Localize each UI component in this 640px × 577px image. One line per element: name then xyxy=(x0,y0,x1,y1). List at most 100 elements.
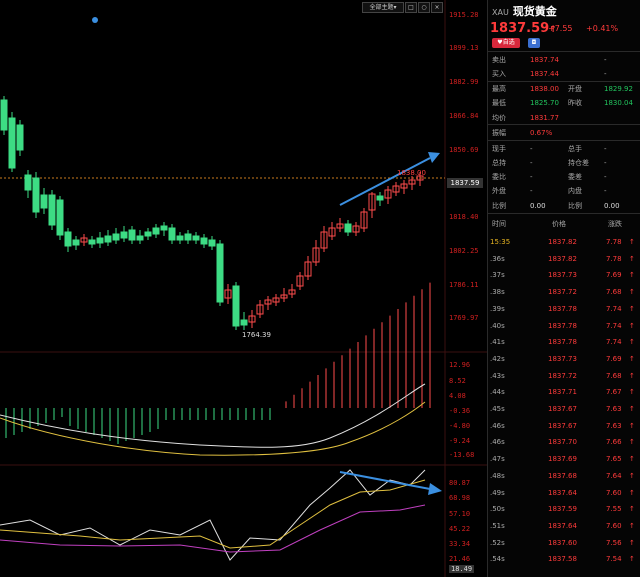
tick-change: 7.63 xyxy=(606,405,622,413)
up-arrow-icon: ↑ xyxy=(629,488,635,497)
tick-time: .46s xyxy=(490,438,505,447)
quote-value: 1838.00 xyxy=(530,85,559,93)
kdj-j-line xyxy=(0,504,426,553)
quote-value: 0.00 xyxy=(530,202,546,210)
quote-panel xyxy=(487,0,640,577)
price-axis-tick: 1802.25 xyxy=(449,247,479,255)
tick-change: 7.74 xyxy=(606,321,622,330)
candle-body xyxy=(88,239,96,245)
price-axis-tick: 1899.13 xyxy=(449,44,479,52)
up-arrow-icon: ↑ xyxy=(629,505,635,514)
kdj-axis-tick: 68.98 xyxy=(449,494,471,502)
candle-body xyxy=(336,223,344,229)
candle-body xyxy=(72,239,80,246)
tick-change: 7.69 xyxy=(606,354,622,363)
instrument-code: XAU xyxy=(492,8,509,17)
candle-body xyxy=(352,225,360,233)
tick-change: 7.55 xyxy=(606,505,622,514)
chart-area[interactable] xyxy=(0,0,487,577)
tick-time: .42s xyxy=(490,354,505,363)
theme-dropdown[interactable]: 全部主题▾ xyxy=(362,2,404,13)
tick-price: 1837.59 xyxy=(548,505,577,514)
quote-row: 振幅 0.67% xyxy=(490,126,638,140)
price-axis-tick: 1882.99 xyxy=(449,78,479,86)
instrument-name: 现货黄金 xyxy=(512,5,557,18)
last-price-value: 1837.59 xyxy=(490,21,550,36)
kdj-axis-tick: 33.34 xyxy=(449,540,471,548)
tick-price: 1837.58 xyxy=(548,555,577,564)
candle-body xyxy=(184,233,192,241)
price-axis-tick: 1769.97 xyxy=(449,314,479,322)
tick-row: .47s 1837.69 7.65 ↑ xyxy=(488,451,640,468)
quote-row: 最高 1838.00 开盘 1829.92 xyxy=(490,82,638,96)
up-arrow-icon: ↑ xyxy=(629,538,635,547)
tick-row: .38s 1837.72 7.68 ↑ xyxy=(488,284,640,301)
tick-row: .44s 1837.71 7.67 ↑ xyxy=(488,384,640,401)
tick-time: .46s xyxy=(490,421,505,430)
up-arrow-icon: ↑ xyxy=(629,521,635,530)
candlestick-chart[interactable] xyxy=(0,0,487,577)
close-button[interactable]: × xyxy=(431,2,443,13)
quote-row: 现手 - 总手 - xyxy=(490,142,638,156)
window-restore-button[interactable]: □ xyxy=(405,2,417,13)
candle-body xyxy=(360,211,368,229)
candle-body xyxy=(208,239,216,247)
alert-button[interactable]: ◘ xyxy=(528,38,540,48)
add-favorite-button[interactable]: ♥自选 xyxy=(492,38,520,48)
quote-value: 1830.04 xyxy=(604,99,633,107)
candle-body xyxy=(40,194,48,209)
candle-body xyxy=(400,183,408,189)
trend-arrow-head xyxy=(428,152,440,163)
candle-body xyxy=(104,235,112,243)
candle-body xyxy=(0,99,8,131)
quote-row: 委比 - 委差 - xyxy=(490,170,638,184)
tick-row: .50s 1837.59 7.55 ↑ xyxy=(488,501,640,518)
tick-price: 1837.73 xyxy=(548,354,577,363)
bell-icon: ◘ xyxy=(531,39,537,46)
macd-dea-line xyxy=(0,401,426,456)
kdj-current-tag: 18.49 xyxy=(449,565,475,573)
tick-price: 1837.78 xyxy=(548,338,577,347)
tick-change: 7.65 xyxy=(606,455,622,464)
tick-change: 7.63 xyxy=(606,421,622,430)
quote-value: - xyxy=(604,145,607,153)
tick-change: 7.69 xyxy=(606,271,622,280)
macd-dif-line xyxy=(0,383,426,448)
tick-row: .39s 1837.78 7.74 ↑ xyxy=(488,301,640,318)
candle-body xyxy=(8,117,16,169)
candle-body xyxy=(120,231,128,239)
tick-time: .40s xyxy=(490,321,505,330)
settings-button[interactable]: ○ xyxy=(418,2,430,13)
up-arrow-icon: ↑ xyxy=(629,354,635,363)
divider xyxy=(488,51,640,52)
tick-time: .49s xyxy=(490,488,505,497)
tick-time: .45s xyxy=(490,405,505,413)
up-arrow-icon: ↑ xyxy=(629,471,635,480)
candle-body xyxy=(264,299,272,305)
candle-body xyxy=(152,227,160,235)
tick-header-change: 涨跌 xyxy=(608,220,622,228)
tick-change: 7.74 xyxy=(606,304,622,313)
quote-label: 均价 xyxy=(492,114,506,122)
heart-icon: ♥ xyxy=(497,39,503,46)
candle-body xyxy=(384,189,392,199)
tick-row: .54s 1837.58 7.54 ↑ xyxy=(488,551,640,568)
kdj-k-line xyxy=(0,469,426,561)
candle-body xyxy=(256,304,264,315)
price-axis-tick: 1850.69 xyxy=(449,146,479,154)
up-arrow-icon: ↑ xyxy=(629,254,635,263)
macd-axis-tick: -4.80 xyxy=(449,422,471,430)
quote-label: 委差 xyxy=(568,173,582,181)
candle-body xyxy=(32,177,40,213)
macd-axis-tick: 8.52 xyxy=(449,377,466,385)
quote-label: 振幅 xyxy=(492,129,506,137)
quote-label: 委比 xyxy=(492,173,506,181)
candle-body xyxy=(288,289,296,295)
circle-icon: ○ xyxy=(421,4,427,11)
low-price-label: 1764.39 xyxy=(242,331,271,339)
tick-change: 7.56 xyxy=(606,538,622,547)
macd-axis-tick: 12.96 xyxy=(449,361,471,369)
tick-price: 1837.69 xyxy=(548,455,577,464)
tick-change: 7.78 xyxy=(606,238,622,246)
candle-body xyxy=(168,227,176,241)
